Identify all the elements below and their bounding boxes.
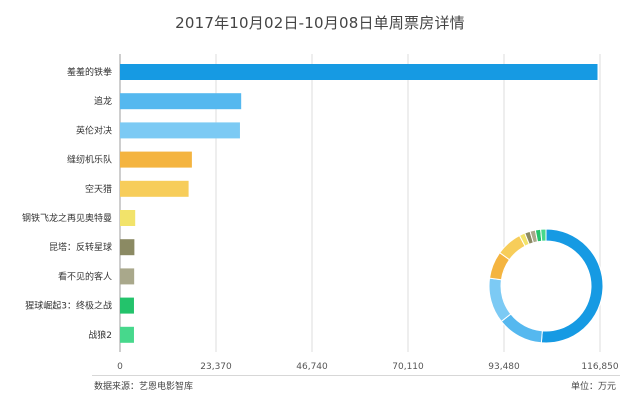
bar: [120, 210, 136, 226]
chart-footer: 数据来源：艺恩电影智库 单位：万元: [0, 375, 640, 395]
unit-label: 单位：万元: [570, 382, 616, 392]
bar: [120, 122, 240, 139]
x-tick-label: 23,370: [200, 362, 232, 372]
bar: [120, 268, 135, 285]
donut-slice: [540, 228, 547, 242]
donut-hole: [501, 241, 591, 331]
category-label: 看不见的客人: [58, 270, 112, 282]
x-tick-label: 93,480: [488, 362, 520, 372]
donut-layer: [488, 228, 604, 344]
data-source-label: 数据来源：艺恩电影智库: [94, 382, 194, 392]
bar: [120, 64, 598, 80]
chart-title: 2017年10月02日-10月08日单周票房详情: [175, 14, 465, 32]
label-layer: 羞羞的铁拳追龙英伦对决缝纫机乐队空天猎钢铁飞龙之再见奥特曼昆塔：反转星球看不见的…: [22, 66, 112, 341]
bar: [120, 297, 134, 314]
category-label: 猩球崛起3：终极之战: [25, 300, 112, 312]
category-label: 缝纫机乐队: [67, 154, 112, 166]
footer-divider: [92, 375, 620, 376]
tick-layer: 0 23,370 46,740 70,110 93,480 116,850: [117, 362, 619, 372]
x-tick-label: 0: [117, 362, 123, 372]
x-tick-label: 116,850: [581, 362, 618, 372]
x-tick-label: 70,110: [392, 362, 424, 372]
category-label: 羞羞的铁拳: [67, 66, 112, 78]
category-label: 空天猎: [85, 183, 112, 195]
bar: [120, 180, 189, 197]
x-tick-label: 46,740: [296, 362, 328, 372]
category-label: 英伦对决: [76, 124, 112, 136]
category-label: 昆塔：反转星球: [49, 241, 112, 253]
bar: [120, 93, 242, 110]
bar-layer: [120, 64, 598, 343]
category-label: 钢铁飞龙之再见奥特曼: [22, 212, 112, 224]
bar: [120, 239, 135, 256]
category-label: 追龙: [94, 95, 112, 107]
category-label: 战狼2: [88, 329, 112, 341]
bar: [120, 151, 192, 168]
bar: [120, 326, 134, 343]
